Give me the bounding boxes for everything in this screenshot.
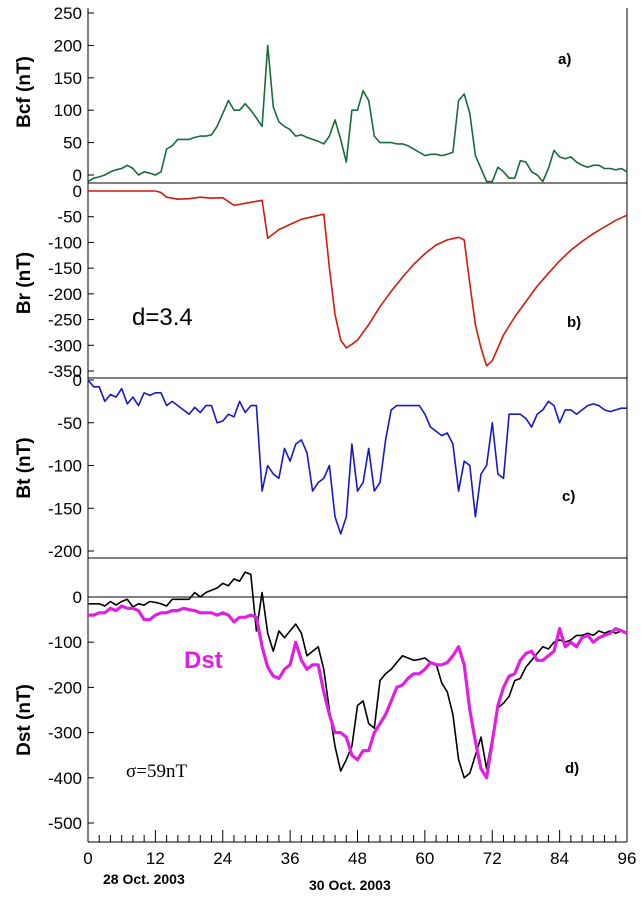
y-tick-label: -50: [57, 208, 82, 227]
y-tick-label: 0: [73, 371, 82, 390]
y-tick-label: -500: [48, 814, 82, 833]
y-tick-label: 100: [54, 101, 82, 120]
series-line-1: [88, 571, 628, 779]
x-tick-label: 36: [281, 849, 300, 868]
y-axis-label: Bcf (nT): [14, 56, 35, 128]
y-tick-label: -200: [48, 678, 82, 697]
x-tick-label: 96: [618, 849, 637, 868]
y-tick-label: -250: [48, 311, 82, 330]
x-tick-label: 48: [348, 849, 367, 868]
x-tick-label: 60: [415, 849, 434, 868]
y-tick-label: -300: [48, 336, 82, 355]
series-line-1: [87, 379, 627, 535]
y-tick-label: 0: [73, 166, 82, 185]
annotation: σ=59nT: [126, 761, 187, 782]
y-tick-label: 200: [54, 36, 82, 55]
x-axis: 0 12 24 36 48 60 72 84 96 28 Oct. 2003 30 Oct. 200…: [83, 830, 636, 893]
panel-tag: c): [562, 488, 575, 505]
y-tick-label: -350: [48, 362, 82, 381]
y-axis-label: Bt (nT): [14, 437, 35, 498]
series-line-dst: [88, 604, 628, 780]
y-tick-label: 250: [54, 4, 82, 23]
y-axis-label: Br (nT): [14, 252, 35, 314]
y-tick-label: -300: [48, 724, 82, 743]
panel-2: 0 -50 -100 -150 -200 -250 -300 -350 Br (nT) b) d=3…: [14, 182, 628, 381]
panel-tag: b): [567, 314, 581, 331]
y-tick-label: -400: [48, 769, 82, 788]
date-label: 28 Oct. 2003: [103, 871, 185, 887]
y-tick-label: 0: [73, 182, 82, 201]
legend-label-dst: Dst: [184, 647, 223, 674]
panel-4: 0 -100 -200 -300 -400 -500 Dst (nT) d) σ=59nT Dst: [14, 557, 628, 833]
y-axis-label: Dst (nT): [14, 684, 35, 756]
y-tick-label: -50: [57, 414, 82, 433]
panel-tag: a): [558, 51, 571, 68]
y-tick-label: 50: [63, 134, 82, 153]
y-tick-label: -100: [48, 233, 82, 252]
annotation: d=3.4: [132, 304, 193, 331]
y-tick-label: -200: [48, 542, 82, 561]
x-tick-label: 72: [483, 849, 502, 868]
x-tick-label: 12: [146, 849, 165, 868]
y-tick-label: -100: [48, 457, 82, 476]
y-tick-label: 0: [73, 588, 82, 607]
panel-1: 250 200 150 100 50 0 Bcf (nT) a): [14, 4, 628, 185]
y-tick-label: -100: [48, 633, 82, 652]
panel-tag: d): [565, 760, 579, 777]
date-label: 30 Oct. 2003: [309, 877, 391, 893]
series-line-1: [87, 44, 628, 183]
series-line-1: [88, 190, 628, 367]
x-tick-label: 84: [550, 849, 569, 868]
y-tick-label: 150: [54, 69, 82, 88]
y-tick-label: -150: [48, 499, 82, 518]
y-tick-label: -150: [48, 259, 82, 278]
y-tick-label: -200: [48, 285, 82, 304]
x-tick-label: 24: [213, 849, 232, 868]
panel-3: 0 -50 -100 -150 -200 Bt (nT) c): [14, 371, 627, 561]
x-tick-label: 0: [83, 849, 92, 868]
